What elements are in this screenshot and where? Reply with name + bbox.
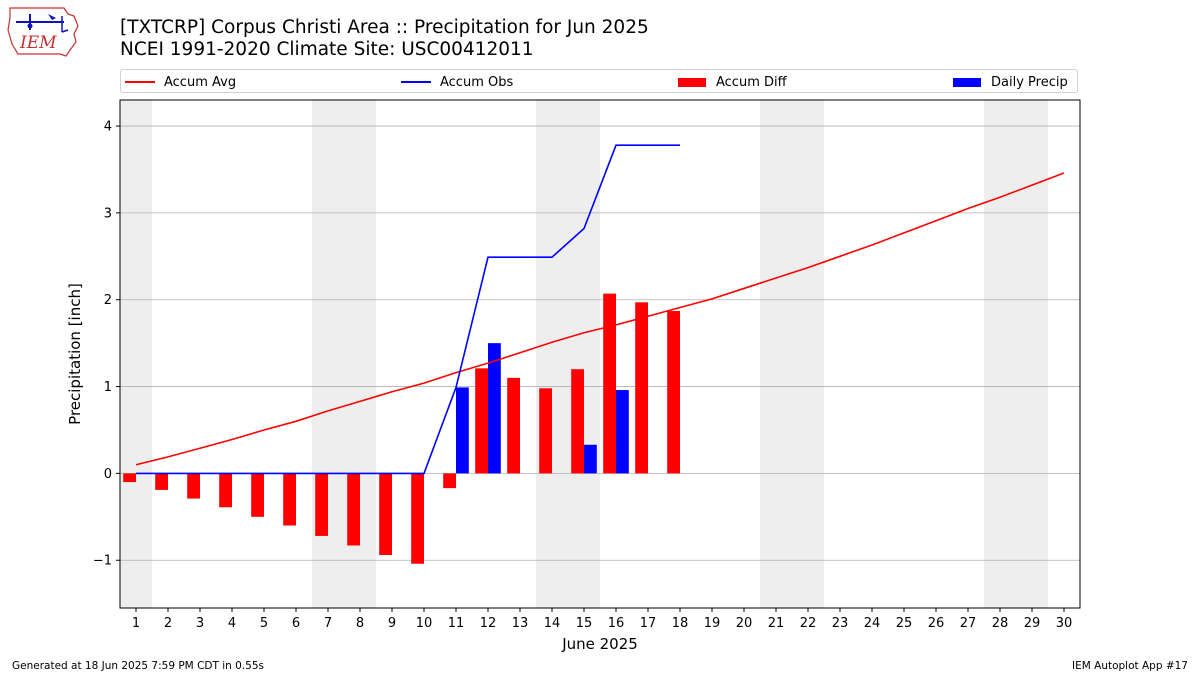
- x-tick-label: 9: [388, 616, 396, 631]
- chart-subtitle: NCEI 1991-2020 Climate Site: USC00412011: [120, 39, 534, 60]
- x-tick-label: 28: [992, 616, 1009, 631]
- x-tick-label: 30: [1056, 616, 1073, 631]
- x-tick-label: 29: [1024, 616, 1041, 631]
- chart-legend: Accum Avg Accum Obs Accum Diff Daily Pre…: [120, 69, 1078, 93]
- bar-accum-diff: [411, 473, 424, 564]
- weekend-shade: [984, 100, 1048, 608]
- y-axis-label: Precipitation [inch]: [66, 283, 84, 425]
- x-tick-label: 2: [164, 616, 172, 631]
- y-tick-label: 3: [104, 206, 112, 221]
- x-tick-label: 16: [608, 616, 625, 631]
- bar-accum-diff: [251, 473, 264, 517]
- x-tick-label: 18: [672, 616, 689, 631]
- legend-item-accum-avg: Accum Avg: [125, 73, 236, 91]
- footer-generated: Generated at 18 Jun 2025 7:59 PM CDT in …: [12, 660, 265, 672]
- bar-accum-diff: [507, 377, 520, 474]
- legend-label-daily-precip: Daily Precip: [991, 74, 1068, 90]
- x-tick-label: 27: [960, 616, 977, 631]
- bar-accum-diff: [603, 293, 616, 474]
- legend-swatch-accum-avg: [125, 81, 155, 83]
- x-tick-label: 8: [356, 616, 364, 631]
- bar-accum-diff: [635, 302, 648, 474]
- bar-accum-diff: [219, 473, 232, 508]
- legend-swatch-accum-diff: [678, 77, 706, 87]
- x-tick-label: 11: [448, 616, 465, 631]
- x-tick-label: 3: [196, 616, 204, 631]
- x-tick-label: 13: [512, 616, 529, 631]
- weekend-shade: [760, 100, 824, 608]
- bar-daily-precip: [584, 444, 597, 474]
- bar-accum-diff: [571, 369, 584, 474]
- bar-accum-diff: [283, 473, 296, 526]
- bar-accum-diff: [539, 388, 552, 474]
- bar-daily-precip: [616, 390, 629, 474]
- legend-item-accum-obs: Accum Obs: [401, 73, 513, 91]
- x-tick-label: 21: [768, 616, 785, 631]
- line-accum-obs: [136, 144, 680, 475]
- x-tick-label: 17: [640, 616, 657, 631]
- x-tick-label: 6: [292, 616, 300, 631]
- bar-accum-diff: [187, 473, 200, 499]
- x-axis-label: June 2025: [561, 635, 638, 653]
- x-tick-label: 15: [576, 616, 593, 631]
- x-tick-label: 1: [132, 616, 140, 631]
- legend-swatch-daily-precip: [953, 77, 981, 87]
- x-tick-label: 7: [324, 616, 332, 631]
- x-tick-label: 20: [736, 616, 753, 631]
- footer-app: IEM Autoplot App #17: [1072, 660, 1188, 672]
- bar-accum-diff: [347, 473, 360, 546]
- y-tick-label: 2: [104, 293, 112, 308]
- iem-logo: IEM: [7, 7, 79, 57]
- bar-accum-diff: [443, 473, 456, 489]
- bar-accum-diff: [667, 311, 680, 474]
- bar-daily-precip: [456, 387, 469, 474]
- bar-accum-diff: [475, 368, 488, 474]
- chart-title: [TXTCRP] Corpus Christi Area :: Precipit…: [120, 17, 649, 38]
- x-tick-label: 10: [416, 616, 433, 631]
- legend-item-accum-diff: Accum Diff: [678, 73, 787, 91]
- weekend-shade: [120, 100, 152, 608]
- x-tick-label: 24: [864, 616, 881, 631]
- y-tick-label: 0: [104, 467, 112, 482]
- bar-accum-diff: [155, 473, 168, 490]
- bar-accum-diff: [123, 473, 136, 483]
- legend-label-accum-diff: Accum Diff: [716, 74, 787, 90]
- x-tick-label: 23: [832, 616, 849, 631]
- legend-label-accum-avg: Accum Avg: [164, 74, 237, 90]
- legend-item-daily-precip: Daily Precip: [953, 73, 1068, 91]
- y-tick-label: 1: [104, 380, 112, 395]
- bar-daily-precip: [488, 343, 501, 474]
- plot-frame: [119, 99, 1081, 609]
- weekend-shade: [536, 100, 600, 608]
- x-tick-label: 25: [896, 616, 913, 631]
- legend-swatch-accum-obs: [401, 81, 431, 83]
- x-tick-label: 14: [544, 616, 561, 631]
- x-tick-label: 26: [928, 616, 945, 631]
- bar-accum-diff: [315, 473, 328, 536]
- legend-label-accum-obs: Accum Obs: [440, 74, 514, 90]
- x-tick-label: 12: [480, 616, 497, 631]
- line-accum-avg: [135, 172, 1065, 466]
- x-tick-label: 4: [228, 616, 236, 631]
- y-tick-label: −1: [93, 554, 112, 569]
- x-tick-label: 5: [260, 616, 268, 631]
- bar-accum-diff: [379, 473, 392, 556]
- logo-text: IEM: [19, 33, 57, 53]
- y-tick-label: 4: [104, 120, 112, 135]
- x-tick-label: 22: [800, 616, 817, 631]
- x-tick-label: 19: [704, 616, 721, 631]
